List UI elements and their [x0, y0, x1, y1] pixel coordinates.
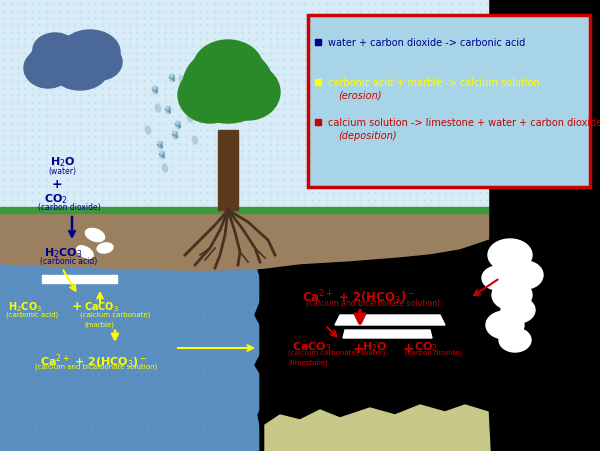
Ellipse shape [488, 239, 532, 271]
Polygon shape [0, 265, 260, 451]
Text: calcium solution -> limestone + water + carbon dioxide: calcium solution -> limestone + water + … [328, 118, 600, 128]
Ellipse shape [77, 246, 93, 258]
Text: CO$_2$: CO$_2$ [414, 340, 438, 354]
Text: H$_2$O: H$_2$O [362, 340, 388, 354]
Ellipse shape [187, 114, 193, 122]
Ellipse shape [216, 64, 280, 120]
Bar [42, 275, 117, 283]
Text: (calcium and bicarbonate solution): (calcium and bicarbonate solution) [306, 299, 440, 308]
Polygon shape [490, 0, 600, 451]
Text: (calcium carbonate): (calcium carbonate) [80, 311, 151, 318]
Ellipse shape [160, 151, 164, 159]
Ellipse shape [33, 33, 77, 67]
Text: CaCO$_3$: CaCO$_3$ [84, 300, 119, 314]
Ellipse shape [24, 48, 72, 88]
Text: (calcium and bicarbonate solution): (calcium and bicarbonate solution) [35, 363, 157, 369]
Polygon shape [260, 240, 490, 451]
Ellipse shape [166, 106, 170, 114]
Text: (carbon dioxide): (carbon dioxide) [405, 350, 462, 356]
Ellipse shape [152, 86, 158, 94]
Ellipse shape [501, 297, 535, 323]
Text: +: + [352, 342, 364, 356]
Text: (marble): (marble) [84, 321, 114, 327]
Polygon shape [0, 207, 490, 213]
Ellipse shape [193, 40, 263, 96]
Polygon shape [255, 268, 318, 451]
Text: (deposition): (deposition) [338, 131, 397, 141]
Ellipse shape [182, 96, 188, 104]
Ellipse shape [60, 30, 120, 74]
Text: +: + [52, 178, 62, 191]
Ellipse shape [175, 121, 181, 129]
Ellipse shape [30, 36, 100, 84]
Ellipse shape [85, 228, 104, 242]
Polygon shape [0, 210, 490, 272]
Text: H$_2$CO$_3$: H$_2$CO$_3$ [44, 246, 83, 260]
Ellipse shape [52, 50, 108, 90]
Polygon shape [343, 330, 432, 338]
Polygon shape [335, 315, 445, 325]
Text: H$_2$O: H$_2$O [50, 155, 76, 169]
Text: +: + [72, 300, 83, 313]
Ellipse shape [499, 328, 531, 352]
Text: (erosion): (erosion) [338, 91, 382, 101]
Text: (carbonic acid): (carbonic acid) [40, 257, 97, 266]
Text: (calcium carbonate): (calcium carbonate) [288, 350, 358, 356]
Ellipse shape [482, 266, 514, 290]
Ellipse shape [155, 104, 161, 112]
Text: (water): (water) [360, 350, 385, 356]
Text: carbonic acid + marble -> calcium solution: carbonic acid + marble -> calcium soluti… [328, 78, 540, 88]
Polygon shape [490, 0, 600, 451]
Ellipse shape [193, 136, 197, 144]
Ellipse shape [492, 280, 532, 310]
Text: +: + [402, 342, 413, 356]
Text: (limestone): (limestone) [288, 359, 328, 365]
Polygon shape [265, 405, 490, 451]
Ellipse shape [145, 126, 151, 134]
Text: water + carbon dioxide -> carbonic acid: water + carbon dioxide -> carbonic acid [328, 38, 525, 48]
Polygon shape [490, 0, 570, 451]
Ellipse shape [178, 67, 242, 123]
Bar [0, 0, 490, 210]
Ellipse shape [507, 261, 543, 289]
FancyBboxPatch shape [308, 15, 590, 187]
Ellipse shape [183, 47, 273, 123]
Text: CaCO$_3$: CaCO$_3$ [292, 340, 332, 354]
Ellipse shape [97, 243, 113, 253]
Ellipse shape [157, 141, 163, 149]
Ellipse shape [172, 131, 178, 139]
Ellipse shape [169, 74, 175, 82]
Text: Ca$^{2+}$ + 2(HCO$_3$)$^-$: Ca$^{2+}$ + 2(HCO$_3$)$^-$ [302, 288, 415, 307]
Bar [218, 130, 238, 210]
Text: Ca$^{2+}$ + 2(HCO$_3$)$^-$: Ca$^{2+}$ + 2(HCO$_3$)$^-$ [40, 352, 147, 371]
Ellipse shape [486, 311, 524, 339]
Ellipse shape [179, 76, 185, 84]
Text: (carbon dioxide): (carbon dioxide) [38, 203, 101, 212]
Text: (carbonic acid): (carbonic acid) [6, 311, 58, 318]
Ellipse shape [78, 44, 122, 80]
Text: (water): (water) [48, 167, 76, 176]
Ellipse shape [163, 164, 167, 172]
Ellipse shape [187, 54, 243, 102]
Text: H$_2$CO$_3$: H$_2$CO$_3$ [8, 300, 42, 314]
Polygon shape [370, 280, 440, 451]
Text: CO$_2$: CO$_2$ [44, 192, 68, 206]
Ellipse shape [214, 54, 270, 102]
